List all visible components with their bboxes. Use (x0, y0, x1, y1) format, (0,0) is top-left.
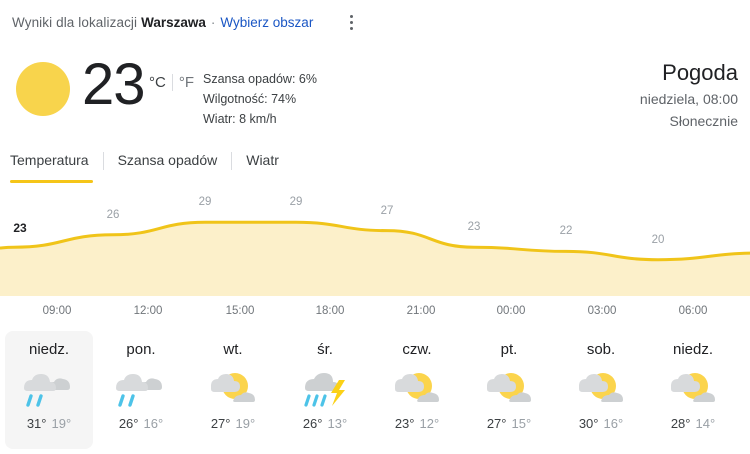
tab-divider (102, 152, 104, 170)
thunderstorm-icon (295, 366, 355, 410)
forecast-day-cell[interactable]: czw. 23° 12° (373, 331, 461, 449)
forecast-low-temp: 14° (695, 416, 716, 431)
unit-divider (171, 74, 173, 91)
chart-svg (0, 220, 750, 296)
forecast-day-cell[interactable]: pon. 26° 16° (97, 331, 185, 449)
forecast-high-temp: 27° (210, 416, 231, 431)
chart-line (0, 220, 750, 262)
forecast-day-name: śr. (317, 341, 333, 358)
chart-time-label: 21:00 (406, 305, 436, 317)
chart-point-label: 22 (559, 225, 573, 238)
choose-area-link[interactable]: Wybierz obszar (220, 14, 314, 30)
weather-summary-block: Pogoda niedziela, 08:00 Słonecznie (640, 58, 738, 132)
daily-forecast-row: niedz. 31° 19° pon. 26° 16° wt. 27° 19° śr. 26… (0, 331, 750, 454)
current-details: Szansa opadów: 6% Wilgotność: 74% Wiatr:… (203, 69, 317, 129)
forecast-low-temp: 19° (51, 416, 72, 431)
forecast-day-temps: 31° 19° (27, 416, 71, 431)
tab-szansa-opadow[interactable]: Szansa opadów (117, 152, 218, 168)
chart-point-label: 23 (467, 221, 481, 234)
forecast-low-temp: 19° (235, 416, 256, 431)
unit-fahrenheit-button[interactable]: °F (178, 74, 195, 91)
results-prefix-label: Wyniki dla lokalizacji (12, 14, 138, 30)
location-name: Warszawa (141, 14, 206, 30)
forecast-day-temps: 23° 12° (395, 416, 439, 431)
unit-celsius-button[interactable]: °C (149, 74, 166, 91)
forecast-day-name: niedz. (28, 341, 70, 358)
rain-clouds-icon (19, 366, 79, 410)
forecast-day-name: pt. (500, 341, 518, 358)
chart-point-label: 23 (13, 221, 27, 236)
partly-cloudy-sun-icon (663, 366, 723, 410)
chart-point-label: 29 (289, 196, 303, 209)
tab-divider (231, 152, 233, 170)
forecast-day-name: wt. (223, 341, 243, 358)
forecast-low-temp: 16° (143, 416, 164, 431)
forecast-low-temp: 12° (419, 416, 440, 431)
chart-time-axis: 09:00 12:00 15:00 18:00 21:00 00:00 03:00 06:00 (0, 303, 750, 325)
forecast-high-temp: 26° (118, 416, 139, 431)
tab-wiatr[interactable]: Wiatr (246, 152, 279, 168)
chart-area-fill (0, 222, 750, 296)
forecast-day-cell[interactable]: wt. 27° 19° (189, 331, 277, 449)
forecast-day-temps: 26° 13° (303, 416, 347, 431)
kebab-menu-icon[interactable] (341, 11, 361, 33)
current-conditions: 23 °C °F Szansa opadów: 6% Wilgotność: 7… (0, 48, 750, 140)
forecast-high-temp: 31° (26, 416, 47, 431)
chart-point-label: 26 (106, 208, 120, 221)
humidity: Wilgotność: 74% (203, 92, 297, 106)
chart-time-label: 09:00 (42, 305, 72, 317)
forecast-low-temp: 15° (511, 416, 532, 431)
forecast-high-temp: 23° (394, 416, 415, 431)
forecast-day-name: niedz. (672, 341, 714, 358)
rain-clouds-icon (111, 366, 171, 410)
chart-point-label: 29 (198, 196, 212, 209)
chart-point-label: 27 (380, 204, 394, 217)
chart-point-label: 20 (651, 233, 665, 246)
forecast-day-temps: 28° 14° (671, 416, 715, 431)
precipitation-chance: Szansa opadów: 6% (203, 72, 317, 86)
partly-cloudy-sun-icon (479, 366, 539, 410)
current-condition-text: Słonecznie (669, 113, 739, 129)
forecast-day-cell[interactable]: niedz. 28° 14° (649, 331, 737, 449)
partly-cloudy-sun-icon (571, 366, 631, 410)
partly-cloudy-sun-icon (387, 366, 447, 410)
forecast-low-temp: 13° (327, 416, 348, 431)
chart-time-label: 06:00 (678, 305, 708, 317)
forecast-day-cell[interactable]: sob. 30° 16° (557, 331, 645, 449)
forecast-day-cell[interactable]: śr. 26° 13° (281, 331, 369, 449)
results-header: Wyniki dla lokalizacji Warszawa · Wybier… (0, 0, 750, 44)
forecast-day-cell[interactable]: pt. 27° 15° (465, 331, 553, 449)
forecast-day-temps: 27° 15° (487, 416, 531, 431)
chart-time-label: 03:00 (587, 305, 617, 317)
temperature-chart[interactable]: 23 26 29 29 27 23 22 20 (0, 196, 750, 296)
forecast-day-name: sob. (586, 341, 616, 358)
forecast-high-temp: 27° (486, 416, 507, 431)
chart-tabs: Temperatura Szansa opadów Wiatr (0, 150, 750, 184)
sun-icon (16, 62, 70, 116)
forecast-day-cell[interactable]: niedz. 31° 19° (5, 331, 93, 449)
current-temperature: 23 (82, 52, 146, 117)
forecast-day-temps: 27° 19° (211, 416, 255, 431)
forecast-high-temp: 26° (302, 416, 323, 431)
forecast-day-temps: 30° 16° (579, 416, 623, 431)
forecast-day-temps: 26° 16° (119, 416, 163, 431)
tab-temperatura[interactable]: Temperatura (0, 150, 103, 183)
page-title: Pogoda (662, 60, 738, 85)
forecast-low-temp: 16° (603, 416, 624, 431)
forecast-high-temp: 30° (578, 416, 599, 431)
forecast-high-temp: 28° (670, 416, 691, 431)
chart-time-label: 12:00 (133, 305, 163, 317)
forecast-day-name: pon. (126, 341, 156, 358)
chart-time-label: 00:00 (496, 305, 526, 317)
wind-speed: Wiatr: 8 km/h (203, 112, 277, 126)
chart-time-label: 15:00 (225, 305, 255, 317)
partly-cloudy-sun-icon (203, 366, 263, 410)
current-datetime: niedziela, 08:00 (639, 91, 738, 107)
header-separator: · (210, 14, 216, 30)
unit-toggle[interactable]: °C °F (143, 74, 200, 91)
forecast-day-name: czw. (402, 341, 432, 358)
chart-time-label: 18:00 (315, 305, 345, 317)
